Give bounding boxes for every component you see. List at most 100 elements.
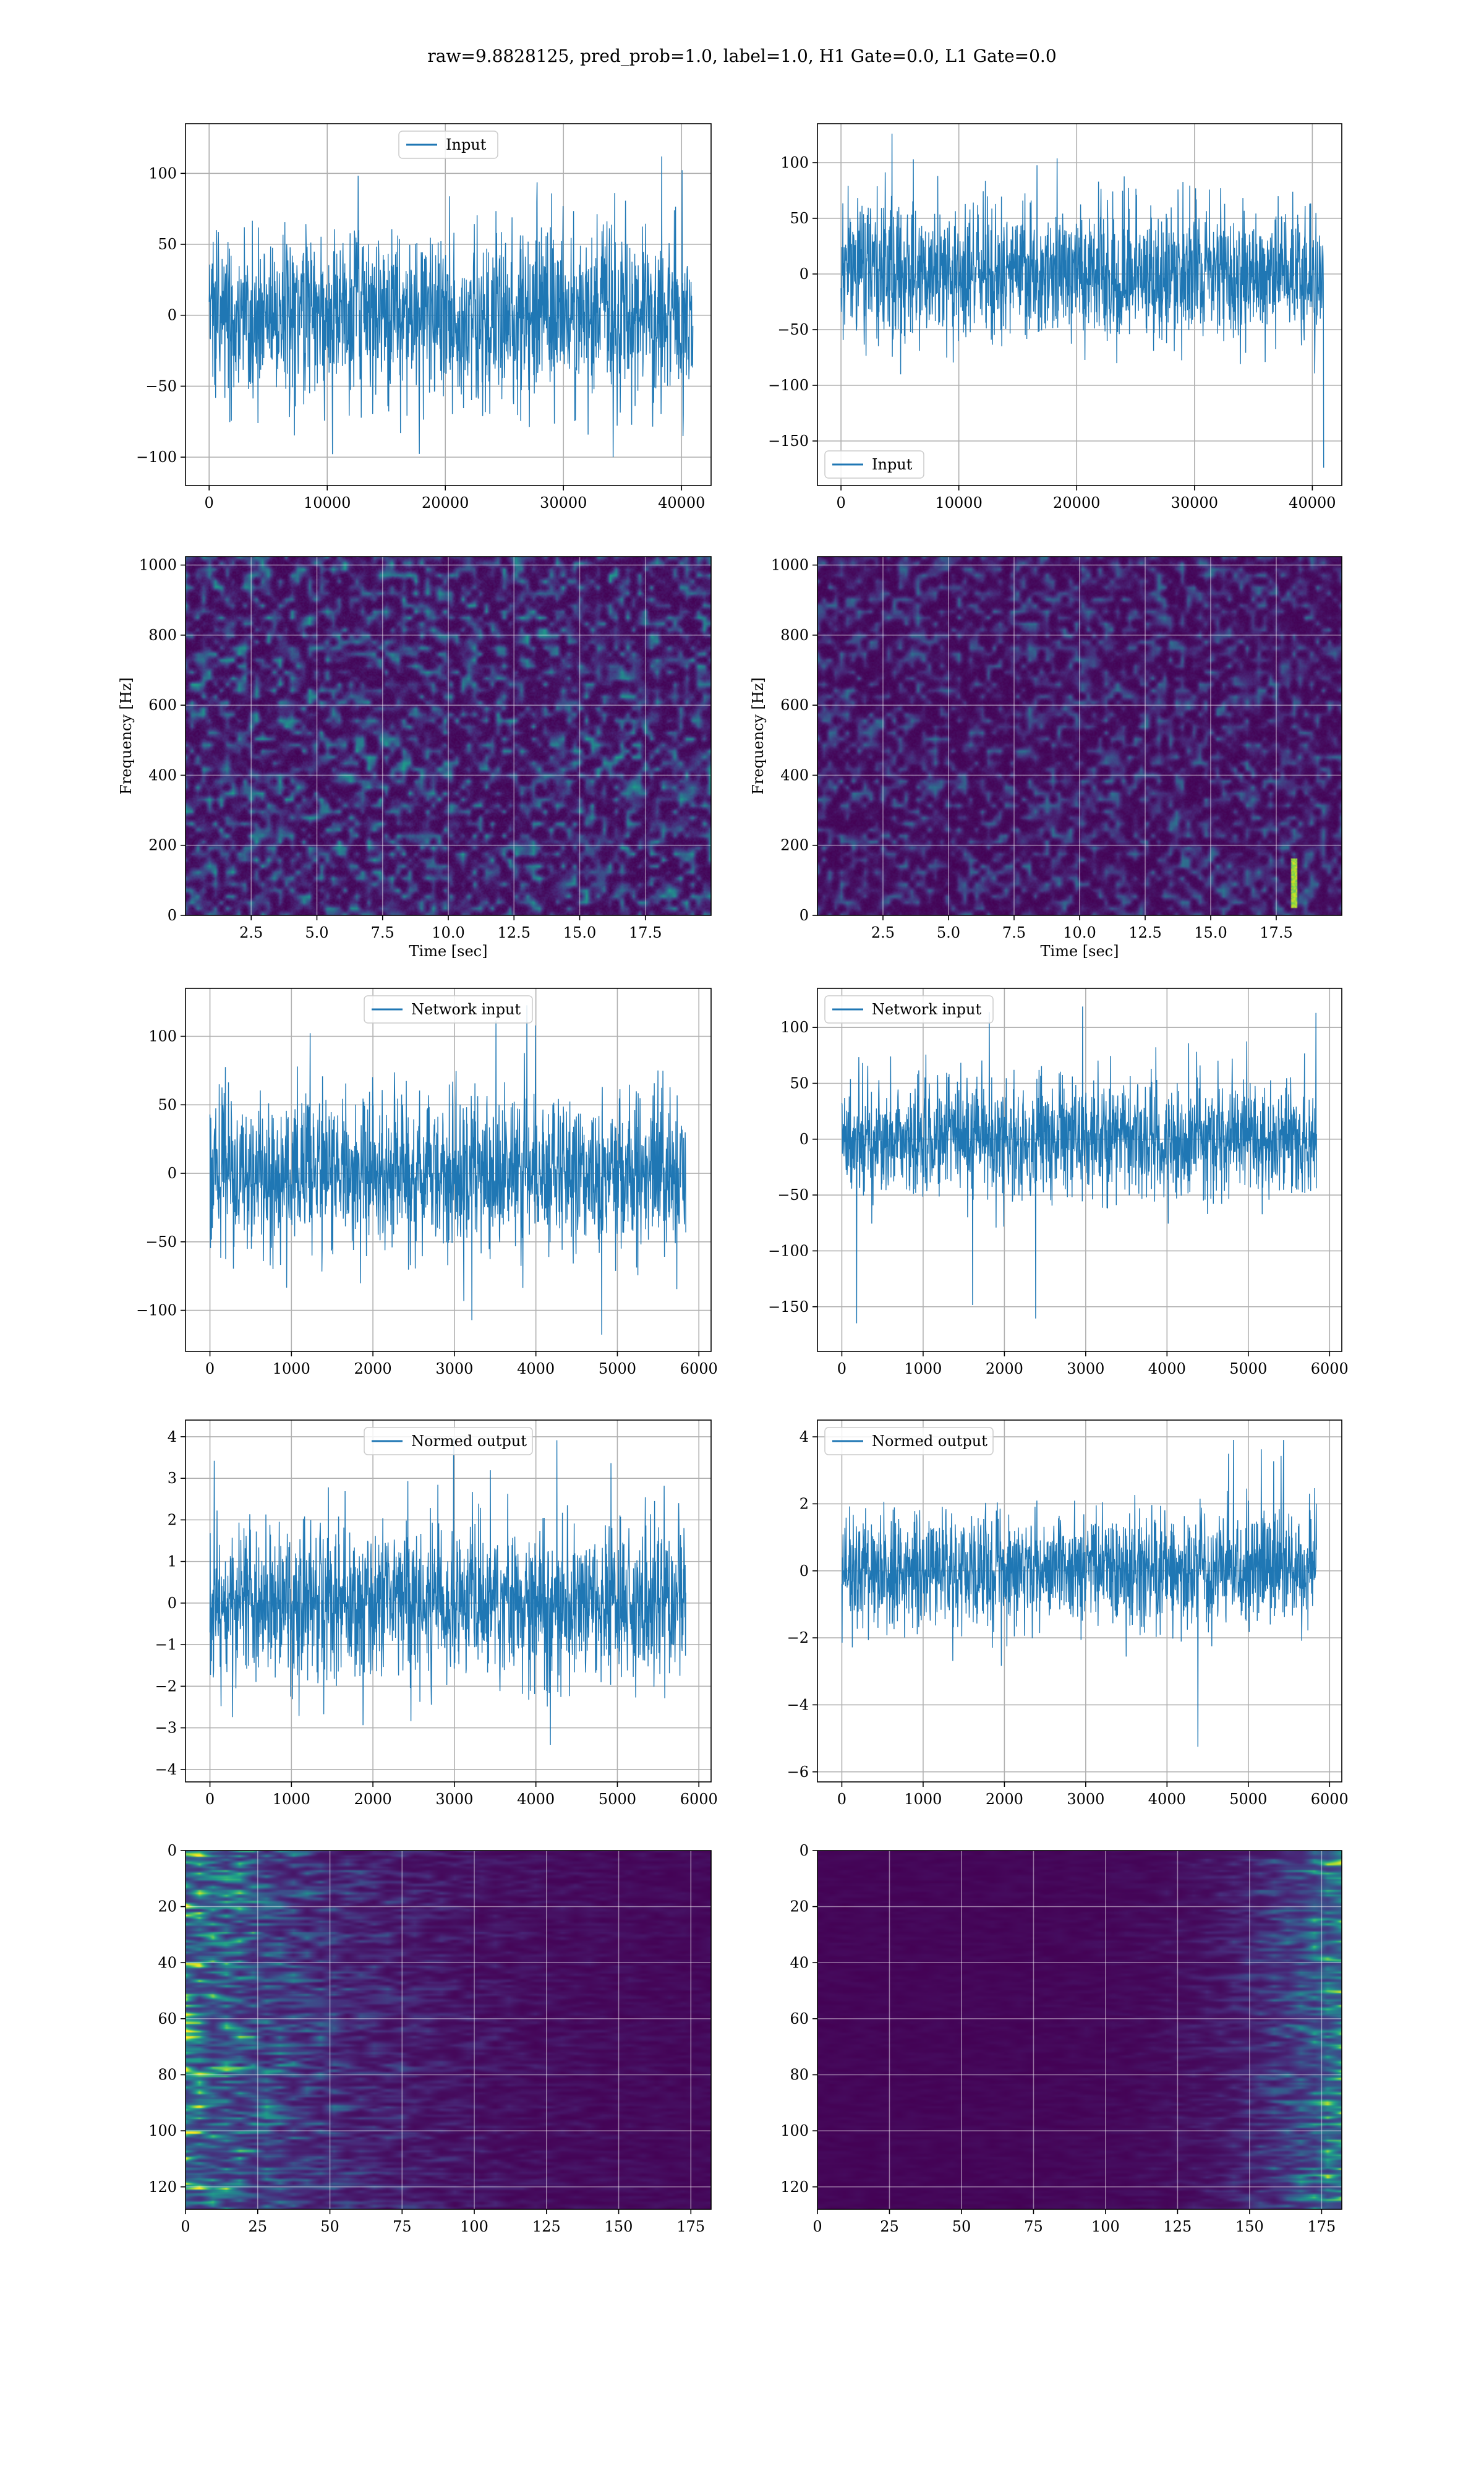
legend-box (824, 1427, 994, 1455)
x-tick-label: 175 (1307, 2218, 1336, 2235)
legend-box (364, 1427, 533, 1455)
spec-l1-xlabel: Time [sec] (1041, 943, 1119, 960)
x-tick-label: 0 (836, 494, 845, 511)
y-tick-label: −50 (145, 1233, 177, 1251)
network-input-l1-series-line (841, 1006, 1317, 1324)
y-tick-label: −4 (787, 1696, 809, 1713)
y-tick-label: −100 (136, 1302, 177, 1319)
y-tick-label: 80 (158, 2066, 177, 2084)
feature-map-l1-frame (817, 1850, 1342, 2210)
normed-output-l1-frame (817, 1419, 1342, 1783)
normed-output-h1-series-line (209, 1438, 686, 1745)
y-tick-label: 0 (800, 265, 809, 283)
network-input-h1-plot-area (186, 988, 711, 1351)
y-tick-label: 400 (148, 766, 177, 784)
x-tick-label: 15.0 (1194, 924, 1227, 941)
x-tick-label: 5000 (599, 1791, 636, 1808)
x-tick-label: 3000 (435, 1360, 473, 1377)
panel-spec-l1: 2.5 5.0 7.5 10.0 12.5 15.0 17.5 0 200 400 600 800 10… (749, 556, 1342, 960)
panel-normed-output-h1: Normed output 0 1000 2000 3000 4000 5000 6000 −4… (155, 1419, 718, 1808)
panel-feature-map-l1: 0 25 50 75 100 125 150 175 0 20 40 60 80 100 120 (780, 1842, 1342, 2235)
y-tick-label: 60 (158, 2010, 177, 2027)
input-l1-legend: Input (824, 450, 924, 479)
y-tick-label: −2 (787, 1629, 809, 1646)
x-tick-label: 25 (248, 2218, 267, 2235)
y-tick-label: 120 (148, 2178, 177, 2196)
network-input-h1-legend: Network input (364, 995, 533, 1024)
x-tick-label: 10.0 (1063, 924, 1096, 941)
x-tick-label: 0 (205, 1791, 215, 1808)
x-tick-label: 5000 (1229, 1360, 1267, 1377)
input-l1-frame (817, 123, 1342, 486)
y-tick-label: 40 (790, 1954, 809, 1971)
y-tick-label: 0 (800, 1842, 809, 1859)
network-input-l1-plot-area (817, 988, 1342, 1351)
legend-label: Network input (872, 1001, 981, 1018)
x-tick-label: 4000 (1148, 1791, 1186, 1808)
y-tick-label: −2 (155, 1677, 177, 1695)
y-tick-label: 0 (800, 1562, 809, 1580)
x-tick-label: 5.0 (937, 924, 960, 941)
x-tick-label: 5000 (599, 1360, 636, 1377)
x-tick-label: 40000 (1289, 494, 1336, 511)
x-tick-label: 3000 (435, 1791, 473, 1808)
x-tick-label: 6000 (1311, 1791, 1349, 1808)
y-tick-label: −100 (136, 448, 177, 466)
x-tick-label: 6000 (680, 1791, 718, 1808)
y-tick-label: 1000 (771, 557, 809, 574)
y-tick-label: 0 (168, 1594, 177, 1612)
y-tick-label: 0 (168, 1842, 177, 1859)
spec-h1-xlabel: Time [sec] (409, 943, 488, 960)
y-tick-label: −4 (155, 1761, 177, 1778)
input-h1-series-line (208, 156, 694, 458)
x-tick-label: 2.5 (871, 924, 895, 941)
legend-label: Input (446, 136, 487, 153)
x-tick-label: 7.5 (1002, 924, 1026, 941)
x-tick-label: 100 (1091, 2218, 1120, 2235)
y-tick-label: −50 (777, 321, 809, 338)
x-tick-label: 6000 (680, 1360, 718, 1377)
y-tick-label: 3 (168, 1470, 177, 1487)
y-tick-label: 20 (158, 1898, 177, 1915)
x-tick-label: 30000 (540, 494, 587, 511)
y-tick-label: 2 (800, 1495, 809, 1512)
panel-normed-output-l1: Normed output 0 1000 2000 3000 4000 5000 6000 −6… (787, 1419, 1349, 1808)
y-tick-label: 100 (780, 154, 809, 171)
normed-output-l1-series-line (841, 1439, 1317, 1747)
x-tick-label: 15.0 (563, 924, 596, 941)
panel-input-h1: Input 0 10000 20000 30000 40000 −100 −50 0 50 100 (136, 123, 712, 511)
legend-box (398, 131, 498, 159)
x-tick-label: 12.5 (1128, 924, 1161, 941)
x-tick-label: 4000 (517, 1791, 555, 1808)
spec-h1-ylabel: Frequency [Hz] (117, 677, 135, 795)
legend-box (824, 995, 994, 1024)
input-h1-plot-area (186, 124, 711, 486)
x-tick-label: 1000 (273, 1360, 310, 1377)
input-h1-frame (185, 123, 712, 486)
input-h1-legend: Input (398, 131, 498, 159)
y-tick-label: 0 (168, 307, 177, 324)
feature-map-h1-plot-area (186, 1851, 711, 2209)
legend-label: Normed output (872, 1432, 987, 1450)
panel-feature-map-h1: 0 25 50 75 100 125 150 175 0 20 40 60 80 100 120 (148, 1842, 712, 2235)
x-tick-label: 10000 (304, 494, 351, 511)
figure-suptitle: raw=9.8828125, pred_prob=1.0, label=1.0,… (427, 46, 1056, 66)
x-tick-label: 50 (952, 2218, 971, 2235)
y-tick-label: 600 (148, 696, 177, 714)
x-tick-label: 12.5 (498, 924, 531, 941)
spec-l1-heatmap-image (817, 557, 1342, 915)
x-tick-label: 17.5 (1260, 924, 1292, 941)
feature-map-l1-plot-area (817, 1851, 1342, 2209)
panel-input-l1: Input 0 10000 20000 30000 40000 −150 −100 −50 0 50… (768, 123, 1342, 511)
normed-output-l1-plot-area (817, 1420, 1342, 1782)
y-tick-label: 120 (780, 2178, 809, 2196)
x-tick-label: 1000 (904, 1360, 942, 1377)
spec-l1-ylabel: Frequency [Hz] (749, 677, 767, 795)
y-tick-label: 4 (168, 1428, 177, 1445)
y-tick-label: 0 (800, 1131, 809, 1148)
y-tick-label: 100 (780, 1019, 809, 1036)
spec-h1-heatmap-image (186, 557, 711, 915)
legend-label: Network input (411, 1001, 521, 1018)
normed-output-h1-frame (185, 1419, 712, 1783)
